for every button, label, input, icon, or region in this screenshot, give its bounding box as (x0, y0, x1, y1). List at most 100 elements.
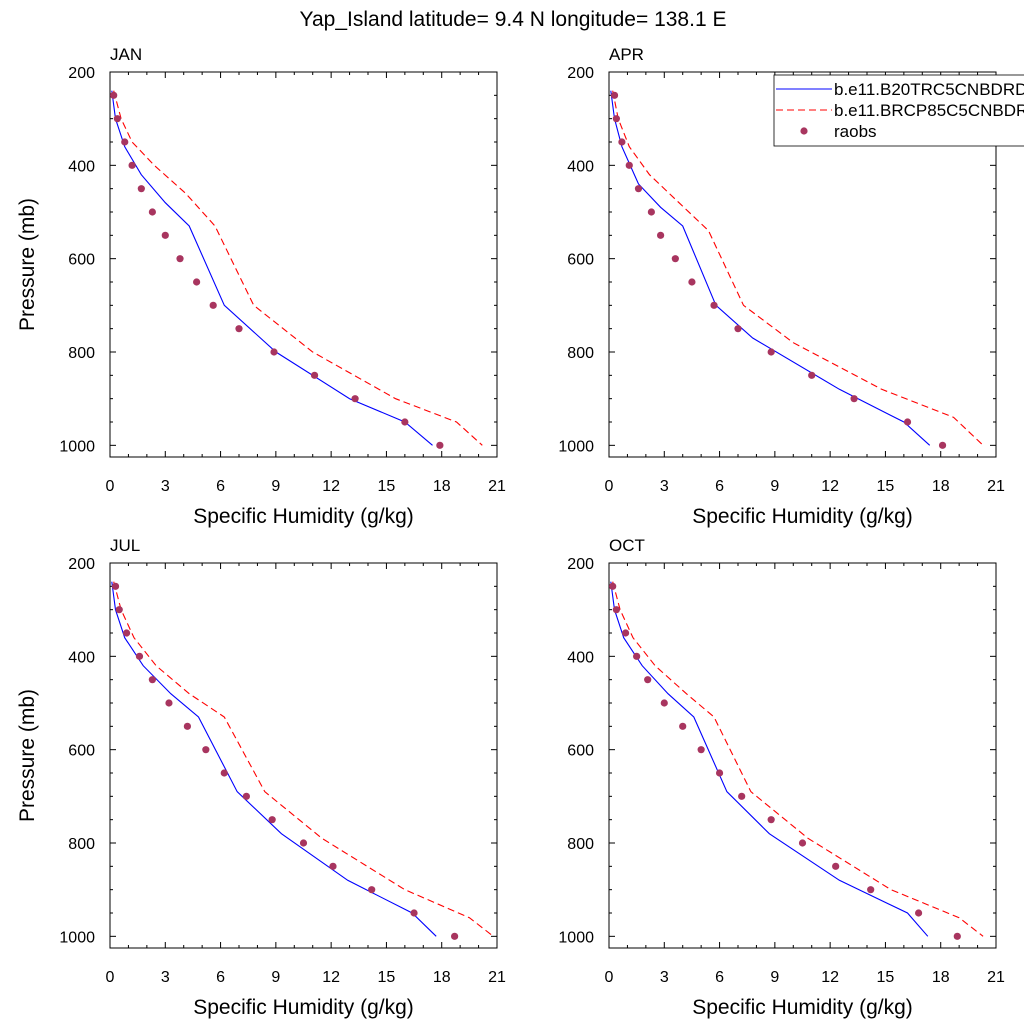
x-tick-label: 21 (488, 478, 506, 495)
x-tick-label: 0 (106, 969, 115, 986)
raobs-point (688, 278, 696, 286)
raobs-point (697, 746, 705, 754)
raobs-point (612, 115, 620, 123)
x-tick-label: 6 (715, 478, 724, 495)
x-tick-label: 18 (433, 969, 451, 986)
x-tick-label: 6 (216, 969, 225, 986)
raobs-point (113, 115, 121, 123)
data-area (610, 90, 984, 449)
raobs-point (436, 441, 444, 449)
raobs-point (660, 699, 668, 707)
raobs-point (351, 395, 359, 403)
x-tick-label: 12 (322, 478, 340, 495)
x-tick-label: 0 (106, 478, 115, 495)
legend-label: b.e11.B20TRC5CNBDRD (834, 80, 1024, 99)
raobs-point (657, 231, 665, 239)
raobs-point (410, 909, 418, 917)
raobs-point (165, 699, 173, 707)
x-tick-label: 6 (216, 478, 225, 495)
raobs-point (808, 371, 816, 379)
plot-frame (109, 562, 498, 949)
raobs-point (299, 839, 308, 847)
y-tick-label: 1000 (59, 438, 95, 455)
raobs-point (368, 886, 376, 894)
x-tick-label: 21 (987, 969, 1005, 986)
raobs-point (137, 185, 145, 193)
raobs-point (710, 301, 718, 309)
x-tick-label: 6 (715, 969, 724, 986)
raobs-point (401, 418, 409, 426)
raobs-point (202, 746, 210, 754)
y-tick-label: 800 (68, 345, 95, 362)
raobs-point (242, 792, 250, 800)
raobs-point (220, 769, 228, 777)
legend-label: raobs (834, 122, 877, 141)
legend: b.e11.B20TRC5CNBDRD b.e11.BRCP85C5CNBDRD r… (773, 74, 1024, 147)
model-hist-line (111, 90, 433, 446)
raobs-point (193, 278, 201, 286)
raobs-point (122, 629, 131, 637)
raobs-point (621, 629, 630, 637)
raobs-point (850, 395, 858, 403)
y-tick-label: 1000 (558, 929, 594, 946)
panel-title: JUL (110, 536, 140, 555)
y-tick-label: 600 (567, 743, 594, 760)
panel-oct: 0 3 6 9 12 15 18 21 200 400 600 800 1000 OCT Specific … (558, 536, 1005, 1019)
raobs-point (618, 138, 626, 146)
raobs-point (938, 441, 947, 449)
raobs-point (115, 606, 123, 614)
model-rcp85-line (612, 581, 984, 937)
y-tick-label: 600 (68, 743, 95, 760)
raobs-point (128, 161, 136, 169)
y-tick-label: 800 (567, 836, 594, 853)
y-axis-label: Pressure (mb) (16, 198, 39, 331)
x-tick-label: 15 (877, 969, 895, 986)
raobs-point (798, 839, 807, 847)
plot-frame (109, 71, 498, 458)
raobs-point (148, 676, 156, 684)
model-hist-line (111, 581, 437, 937)
y-tick-label: 800 (567, 345, 594, 362)
y-tick-label: 400 (567, 649, 594, 666)
raobs-point (634, 185, 643, 193)
raobs-point (270, 348, 278, 356)
raobs-point (625, 161, 633, 169)
x-tick-label: 9 (271, 969, 280, 986)
x-axis-label: Specific Humidity (g/kg) (193, 996, 414, 1019)
x-tick-label: 21 (488, 969, 506, 986)
model-rcp85-line (113, 581, 494, 937)
x-tick-label: 18 (932, 969, 950, 986)
raobs-point (612, 606, 620, 614)
x-tick-label: 0 (605, 969, 614, 986)
y-tick-label: 400 (68, 649, 95, 666)
y-tick-label: 200 (68, 65, 95, 82)
raobs-point (161, 231, 169, 239)
raobs-point (679, 722, 687, 730)
y-tick-label: 400 (68, 158, 95, 175)
y-tick-label: 600 (567, 252, 594, 269)
raobs-point (953, 932, 961, 940)
raobs-point (121, 138, 129, 146)
x-tick-label: 3 (161, 969, 170, 986)
y-tick-label: 400 (567, 158, 594, 175)
y-tick-label: 200 (567, 65, 594, 82)
y-axis-label: Pressure (mb) (16, 689, 39, 822)
y-tick-label: 200 (68, 556, 95, 573)
model-rcp85-line (612, 90, 984, 446)
x-tick-label: 3 (660, 969, 669, 986)
raobs-point (647, 208, 655, 216)
raobs-point (734, 325, 742, 333)
data-area (111, 581, 494, 940)
x-axis-label: Specific Humidity (g/kg) (692, 996, 913, 1019)
x-tick-label: 18 (932, 478, 950, 495)
raobs-point (209, 301, 217, 309)
raobs-point (329, 862, 337, 870)
raobs-point (235, 325, 243, 333)
x-tick-label: 15 (378, 478, 396, 495)
legend-marker-dot (800, 127, 808, 135)
x-tick-label: 15 (877, 478, 895, 495)
raobs-point (633, 652, 641, 660)
raobs-point (767, 348, 775, 356)
x-tick-label: 0 (605, 478, 614, 495)
